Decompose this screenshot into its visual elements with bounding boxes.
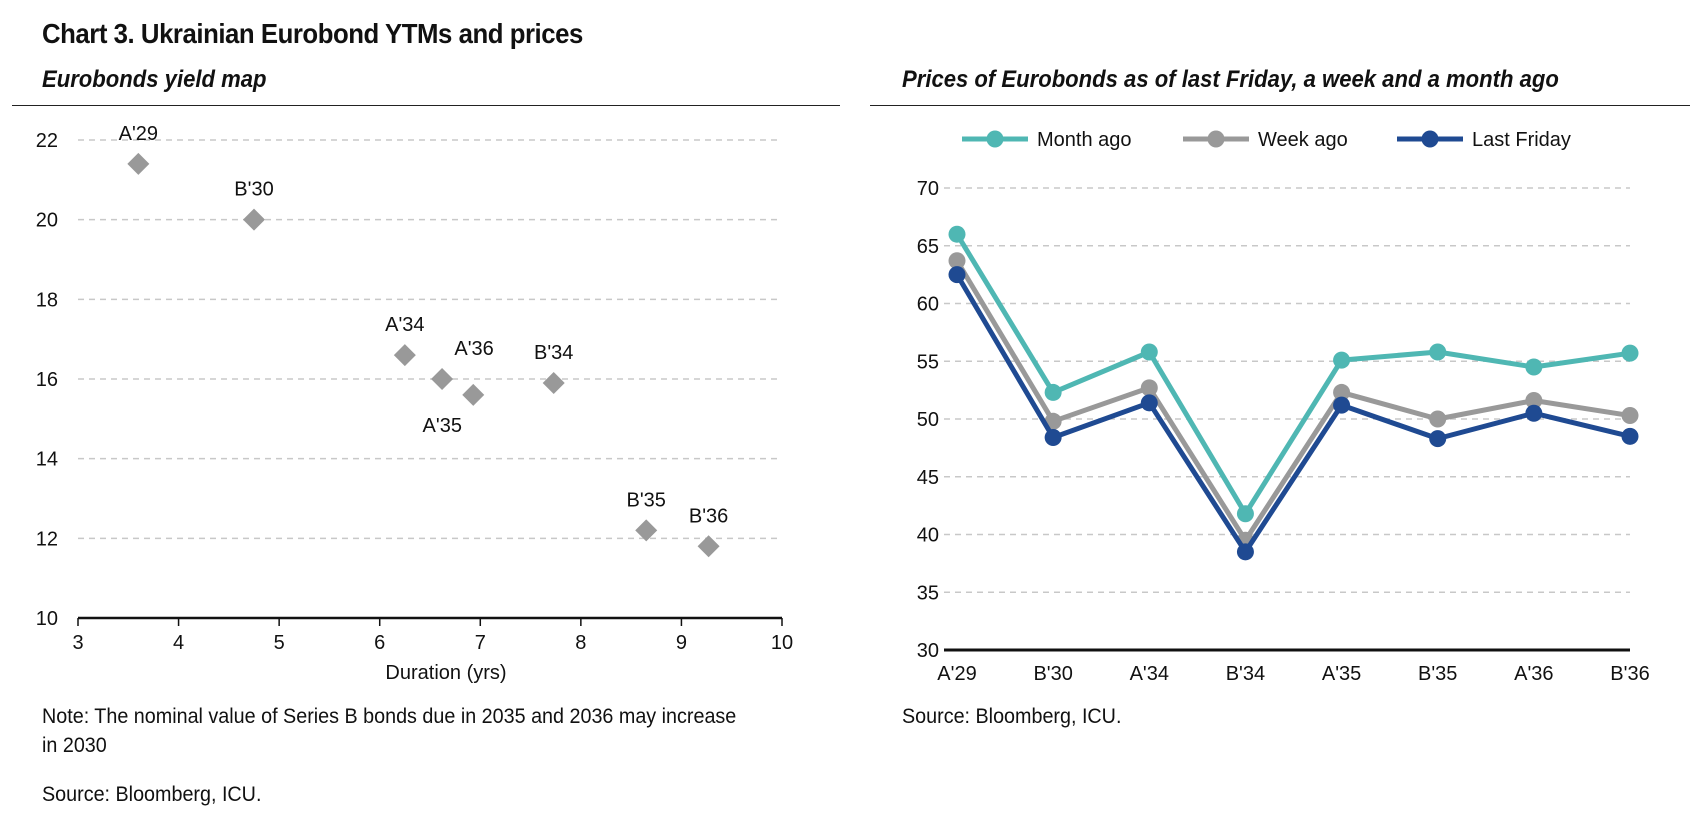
x-tick-label: 7: [475, 632, 486, 654]
series-point: [1429, 343, 1447, 361]
y-tick-label: 70: [917, 178, 939, 200]
legend-label: Week ago: [1258, 129, 1348, 151]
x-tick-label: 10: [771, 632, 793, 654]
legend-swatch-marker: [986, 130, 1004, 148]
x-tick-label: A'34: [1130, 663, 1169, 685]
series-point: [1236, 543, 1254, 561]
yield-map-note: Note: The nominal value of Series B bond…: [42, 705, 737, 757]
series-point: [1525, 358, 1543, 376]
yield-map-subtitle: Eurobonds yield map: [42, 66, 267, 93]
prices-source: Source: Bloomberg, ICU.: [902, 705, 1122, 728]
point-label: B'36: [689, 505, 728, 527]
scatter-point: [393, 344, 416, 367]
x-tick-label: 3: [72, 632, 83, 654]
x-tick-label: B'36: [1610, 663, 1649, 685]
x-tick-label: A'36: [1514, 663, 1553, 685]
series-point: [1333, 396, 1351, 414]
yield-map-chart: 10 12 14 16 18 20 22 3 4 5 6 7 8 9 10 Duration (yrs) A'2…: [36, 123, 793, 684]
series-line: [954, 259, 1631, 543]
scatter-point: [127, 152, 150, 175]
x-tick-label: B'34: [1226, 663, 1265, 685]
series-point: [948, 252, 966, 270]
y-tick-label: 30: [917, 640, 939, 662]
legend-swatch-marker: [1421, 130, 1439, 148]
point-label: A'29: [119, 123, 158, 145]
series-point: [1044, 383, 1062, 401]
series-point: [1621, 407, 1639, 425]
series-point: [1140, 343, 1158, 361]
left-header-rule: [12, 105, 840, 106]
series-point: [948, 266, 966, 284]
series-point: [1525, 392, 1543, 410]
y-tick-label: 65: [917, 236, 939, 258]
series-line: [954, 232, 1631, 517]
series-point: [1333, 351, 1351, 369]
y-tick-label: 12: [36, 528, 58, 550]
series-line: [954, 273, 1631, 555]
series-point: [1525, 404, 1543, 422]
y-tick-label: 22: [36, 130, 58, 152]
x-tick-label: B'30: [1033, 663, 1072, 685]
y-tick-label: 40: [917, 525, 939, 547]
y-tick-label: 16: [36, 369, 58, 391]
series-point: [1140, 394, 1158, 412]
series-point: [1621, 427, 1639, 445]
y-tick-label: 45: [917, 467, 939, 489]
legend-label: Last Friday: [1472, 129, 1571, 151]
prices-subtitle: Prices of Eurobonds as of last Friday, a…: [902, 66, 1559, 93]
scatter-point: [462, 383, 485, 406]
series-point: [1621, 344, 1639, 362]
series-point: [1429, 410, 1447, 428]
x-axis-title: Duration (yrs): [385, 662, 506, 684]
point-label: A'35: [423, 415, 462, 437]
yield-map-source: Source: Bloomberg, ICU.: [42, 783, 262, 806]
point-label: B'34: [534, 342, 573, 364]
point-label: A'34: [385, 314, 424, 336]
x-tick-label: A'29: [937, 663, 976, 685]
x-tick-label: 6: [374, 632, 385, 654]
point-label: B'30: [234, 179, 273, 201]
x-tick-label: 5: [274, 632, 285, 654]
series-point: [1140, 379, 1158, 397]
series-point: [1333, 383, 1351, 401]
scatter-point: [431, 368, 454, 390]
series-point: [1044, 428, 1062, 446]
series-point: [1236, 505, 1254, 523]
scatter-point: [243, 208, 265, 231]
y-tick-label: 60: [917, 294, 939, 316]
x-tick-label: 8: [575, 632, 586, 654]
scatter-point: [697, 535, 720, 558]
y-tick-label: 14: [36, 449, 58, 471]
y-tick-label: 55: [917, 351, 939, 373]
y-tick-label: 35: [917, 582, 939, 604]
y-tick-label: 10: [36, 608, 58, 630]
y-tick-label: 20: [36, 210, 58, 232]
right-header-rule: [870, 105, 1690, 106]
scatter-point: [542, 371, 565, 394]
point-label: B'35: [627, 489, 666, 511]
series-point: [948, 225, 966, 243]
chart-title: Chart 3. Ukrainian Eurobond YTMs and pri…: [42, 18, 583, 49]
x-tick-label: 4: [173, 632, 184, 654]
scatter-point: [635, 519, 658, 542]
x-tick-label: 9: [676, 632, 687, 654]
legend-label: Month ago: [1037, 129, 1132, 151]
series-point: [1429, 430, 1447, 448]
legend-swatch-marker: [1207, 130, 1225, 148]
y-tick-label: 50: [917, 409, 939, 431]
point-label: A'36: [454, 338, 493, 360]
x-tick-label: A'35: [1322, 663, 1361, 685]
x-tick-label: B'35: [1418, 663, 1457, 685]
y-tick-label: 18: [36, 289, 58, 311]
